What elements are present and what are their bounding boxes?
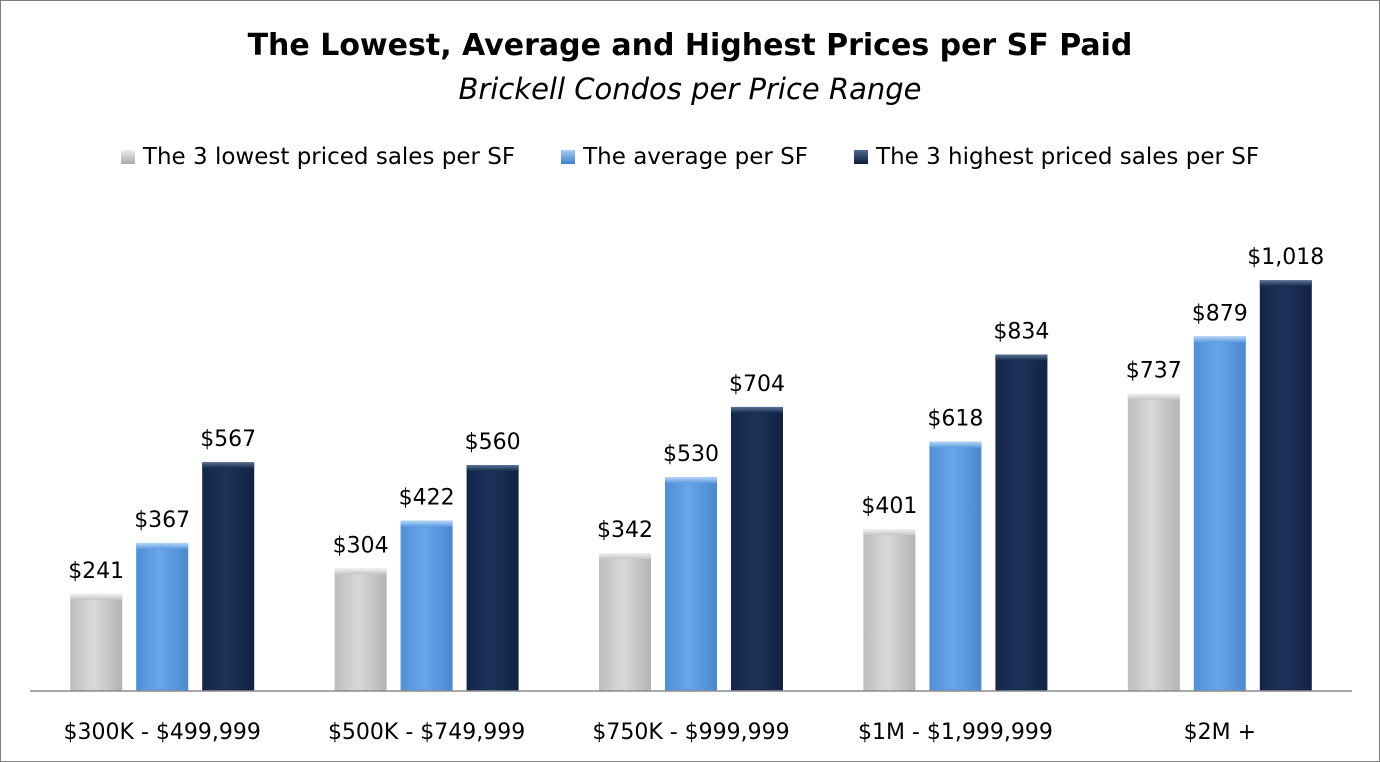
data-label-0-series-0: $241: [68, 559, 124, 584]
bar-cap-1-series-2: [466, 465, 519, 472]
bar-cap-4-series-2: [1259, 280, 1312, 287]
legend-label-highest: The 3 highest priced sales per SF: [876, 144, 1260, 170]
legend-swatch-average: [561, 150, 576, 164]
data-label-4-series-2: $1,018: [1247, 245, 1324, 270]
bar-1-series-2: [466, 465, 519, 691]
bar-cap-0-series-0: [70, 593, 123, 600]
bar-0-series-1: [136, 542, 189, 691]
labels-layer: $241 $367 $567 $300K - $499,999 $304 $422 $560…: [64, 245, 1325, 745]
bar-cap-4-series-0: [1127, 393, 1180, 400]
bar-2-series-0: [599, 553, 651, 691]
bar-4-series-0: [1127, 393, 1180, 691]
data-label-0-series-2: $567: [200, 427, 256, 452]
bar-cap-4-series-1: [1193, 336, 1246, 343]
x-tick-label-1: $500K - $749,999: [328, 720, 525, 745]
data-label-3-series-0: $401: [861, 494, 917, 519]
bar-1-series-1: [400, 520, 453, 691]
legend-item-average: The average per SF: [561, 144, 808, 170]
bar-2-series-2: [731, 406, 783, 691]
bar-4-series-1: [1193, 336, 1246, 691]
bar-cap-1-series-0: [334, 568, 387, 575]
bar-cap-3-series-0: [863, 529, 916, 536]
bar-0-series-0: [70, 593, 123, 691]
chart-title: The Lowest, Average and Highest Prices p…: [247, 28, 1133, 63]
data-label-1-series-2: $560: [465, 430, 521, 455]
x-tick-label-3: $1M - $1,999,999: [858, 720, 1053, 745]
bars-layer: [70, 280, 1312, 691]
bar-1-series-0: [334, 568, 387, 691]
bar-cap-2-series-0: [599, 553, 651, 560]
legend-label-average: The average per SF: [583, 144, 809, 170]
chart-subtitle: Brickell Condos per Price Range: [458, 72, 922, 106]
data-label-0-series-1: $367: [134, 508, 190, 533]
data-label-2-series-1: $530: [663, 442, 719, 467]
data-label-3-series-1: $618: [927, 407, 983, 432]
legend-label-lowest: The 3 lowest priced sales per SF: [142, 144, 516, 170]
x-tick-label-0: $300K - $499,999: [64, 720, 261, 745]
bar-cap-3-series-2: [995, 354, 1048, 361]
bar-cap-0-series-2: [202, 462, 255, 469]
data-label-4-series-1: $879: [1192, 301, 1248, 326]
data-label-2-series-0: $342: [597, 518, 653, 543]
bar-cap-0-series-1: [136, 542, 189, 549]
bar-cap-3-series-1: [929, 441, 982, 448]
data-label-3-series-2: $834: [993, 319, 1049, 344]
legend-item-lowest: The 3 lowest priced sales per SF: [120, 144, 516, 170]
legend-swatch-highest: [854, 150, 869, 164]
bar-cap-2-series-1: [665, 477, 717, 484]
x-tick-label-4: $2M +: [1184, 720, 1256, 745]
legend-item-highest: The 3 highest priced sales per SF: [854, 144, 1259, 170]
bar-3-series-2: [995, 354, 1048, 691]
data-label-2-series-2: $704: [729, 372, 785, 397]
bar-0-series-2: [202, 462, 255, 691]
x-tick-label-2: $750K - $999,999: [592, 720, 789, 745]
data-label-1-series-1: $422: [399, 486, 455, 511]
bar-3-series-0: [863, 529, 916, 691]
data-label-1-series-0: $304: [333, 533, 389, 558]
legend: The 3 lowest priced sales per SF The ave…: [0, 144, 1380, 170]
data-label-4-series-0: $737: [1126, 359, 1182, 384]
bar-3-series-1: [929, 441, 982, 691]
bar-cap-1-series-1: [400, 520, 453, 527]
bar-2-series-1: [665, 477, 717, 691]
bar-cap-2-series-2: [731, 406, 783, 413]
bar-4-series-2: [1259, 280, 1312, 691]
legend-swatch-lowest: [120, 150, 135, 164]
